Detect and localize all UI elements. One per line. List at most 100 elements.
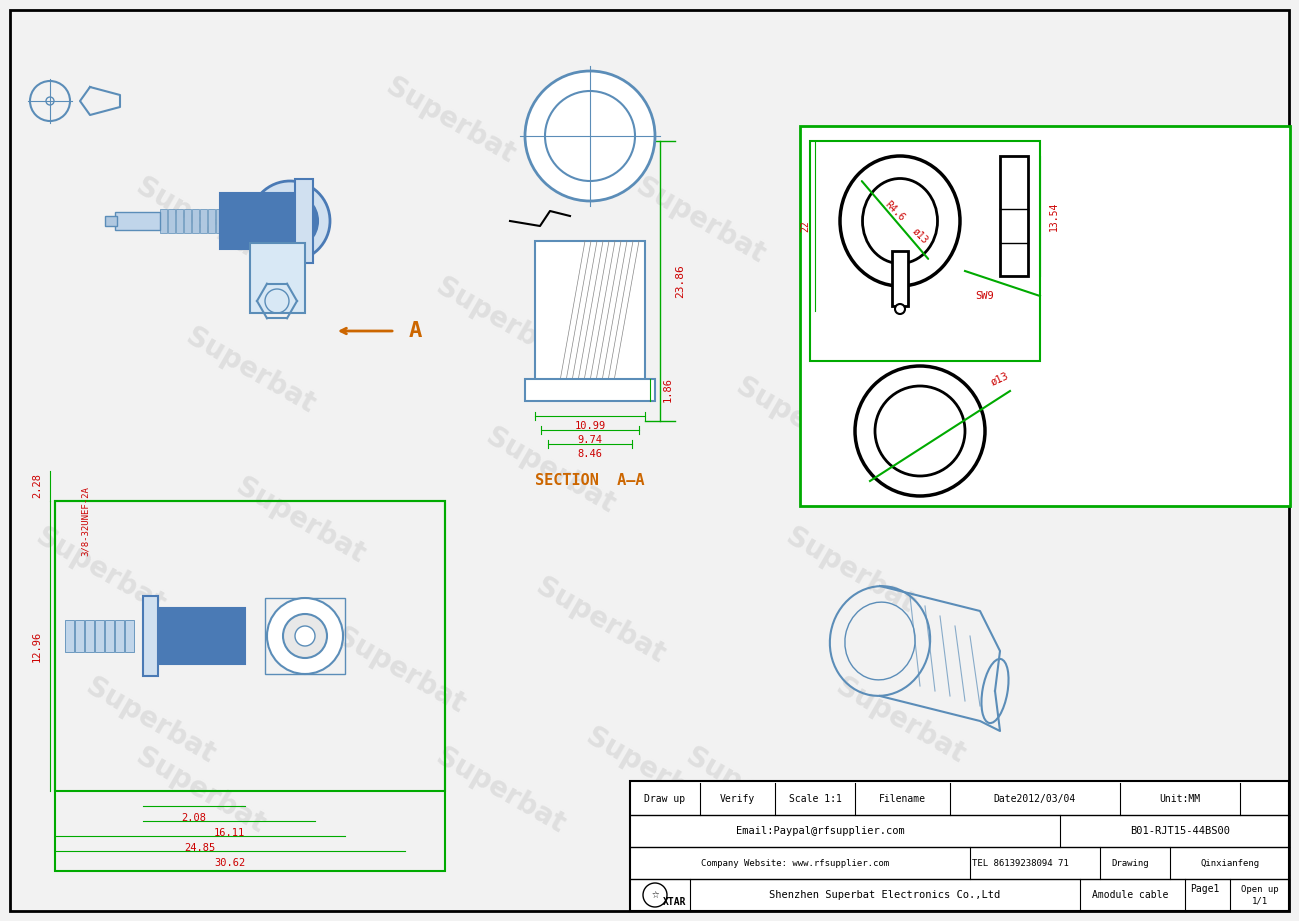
Bar bbox=[84, 620, 94, 652]
Bar bbox=[105, 216, 117, 226]
Text: SECTION  A—A: SECTION A—A bbox=[535, 473, 644, 488]
Bar bbox=[525, 379, 655, 401]
Text: 30.62: 30.62 bbox=[214, 858, 246, 868]
Circle shape bbox=[525, 71, 655, 201]
Text: 24.85: 24.85 bbox=[184, 843, 216, 853]
Text: 1/1: 1/1 bbox=[1252, 896, 1268, 905]
Text: TEL 86139238094 71: TEL 86139238094 71 bbox=[972, 858, 1068, 868]
Bar bbox=[175, 209, 183, 233]
Ellipse shape bbox=[863, 179, 938, 263]
Bar bbox=[55, 501, 446, 871]
Text: 12.96: 12.96 bbox=[32, 630, 42, 661]
Text: B01-RJT15-44BS00: B01-RJT15-44BS00 bbox=[1130, 826, 1230, 836]
Circle shape bbox=[876, 386, 965, 476]
Bar bbox=[143, 596, 158, 676]
Text: Superbat: Superbat bbox=[681, 743, 820, 839]
Bar bbox=[160, 209, 168, 233]
Bar bbox=[116, 620, 123, 652]
Text: 2.28: 2.28 bbox=[32, 473, 42, 498]
Bar bbox=[184, 209, 191, 233]
Text: Superbat: Superbat bbox=[330, 623, 469, 719]
Text: Superbat: Superbat bbox=[730, 373, 869, 469]
Text: Drawing: Drawing bbox=[1111, 858, 1148, 868]
Text: 9.74: 9.74 bbox=[578, 435, 603, 445]
Circle shape bbox=[283, 614, 327, 658]
Text: 2.08: 2.08 bbox=[182, 813, 207, 823]
Bar bbox=[249, 243, 305, 313]
Text: Superbat: Superbat bbox=[930, 273, 1069, 369]
Text: XTAR: XTAR bbox=[664, 897, 687, 907]
Bar bbox=[800, 126, 1290, 506]
Circle shape bbox=[295, 626, 314, 646]
Bar bbox=[200, 209, 207, 233]
Text: Company Website: www.rfsupplier.com: Company Website: www.rfsupplier.com bbox=[701, 858, 889, 868]
Bar bbox=[55, 501, 446, 791]
Bar bbox=[192, 209, 199, 233]
Text: Superbat: Superbat bbox=[430, 273, 569, 369]
Text: Superbat: Superbat bbox=[630, 173, 769, 269]
Bar bbox=[811, 141, 1040, 361]
Text: Shenzhen Superbat Electronics Co.,Ltd: Shenzhen Superbat Electronics Co.,Ltd bbox=[769, 890, 1000, 900]
Text: Superbat: Superbat bbox=[81, 673, 220, 769]
Text: Superbat: Superbat bbox=[781, 523, 920, 619]
Text: Superbat: Superbat bbox=[530, 573, 669, 670]
Text: SW9: SW9 bbox=[976, 291, 994, 301]
Bar bbox=[208, 209, 216, 233]
Bar bbox=[216, 209, 223, 233]
Text: 3/8-32UNEF-2A: 3/8-32UNEF-2A bbox=[81, 486, 90, 556]
Text: Date2012/03/04: Date2012/03/04 bbox=[994, 794, 1076, 804]
Bar bbox=[1000, 156, 1028, 276]
Circle shape bbox=[249, 181, 330, 261]
Text: 22: 22 bbox=[800, 220, 811, 232]
Text: Filename: Filename bbox=[878, 794, 925, 804]
Text: 23.86: 23.86 bbox=[675, 264, 685, 297]
Circle shape bbox=[895, 304, 905, 314]
Ellipse shape bbox=[840, 156, 960, 286]
Circle shape bbox=[268, 598, 343, 674]
Text: Verify: Verify bbox=[720, 794, 755, 804]
Bar bbox=[65, 620, 74, 652]
Text: Qinxianfeng: Qinxianfeng bbox=[1200, 858, 1260, 868]
Text: Open up: Open up bbox=[1241, 884, 1278, 893]
Text: Superbat: Superbat bbox=[31, 523, 169, 619]
Text: Draw up: Draw up bbox=[644, 794, 686, 804]
Bar bbox=[630, 781, 1289, 911]
Text: Superbat: Superbat bbox=[481, 423, 620, 519]
Bar bbox=[145, 608, 246, 664]
Text: Page1: Page1 bbox=[1190, 884, 1220, 894]
Text: Email:Paypal@rfsupplier.com: Email:Paypal@rfsupplier.com bbox=[735, 826, 904, 836]
Bar bbox=[105, 620, 114, 652]
Text: ø13: ø13 bbox=[990, 370, 1011, 388]
Text: Amodule cable: Amodule cable bbox=[1092, 890, 1168, 900]
Bar bbox=[95, 620, 104, 652]
Text: 8.46: 8.46 bbox=[578, 449, 603, 459]
Circle shape bbox=[262, 193, 318, 249]
Text: ø13: ø13 bbox=[911, 227, 930, 246]
Text: 1.86: 1.86 bbox=[662, 378, 673, 402]
Bar bbox=[295, 179, 313, 263]
Text: Superbat: Superbat bbox=[181, 323, 320, 419]
Bar bbox=[125, 620, 134, 652]
Circle shape bbox=[546, 91, 635, 181]
Bar bbox=[168, 209, 175, 233]
Text: 10.99: 10.99 bbox=[574, 421, 605, 431]
Text: Superbat: Superbat bbox=[131, 743, 269, 839]
Bar bbox=[116, 212, 160, 230]
Text: Superbat: Superbat bbox=[231, 472, 369, 569]
Text: Unit:MM: Unit:MM bbox=[1160, 794, 1200, 804]
Text: 16.11: 16.11 bbox=[213, 828, 244, 838]
Text: Superbat: Superbat bbox=[131, 173, 269, 269]
Circle shape bbox=[855, 366, 985, 496]
Text: A: A bbox=[408, 321, 422, 341]
Text: Scale 1:1: Scale 1:1 bbox=[788, 794, 842, 804]
Text: Superbat: Superbat bbox=[430, 743, 569, 839]
Bar bbox=[535, 241, 646, 381]
Bar bbox=[892, 251, 908, 306]
Bar bbox=[265, 598, 346, 674]
Text: Superbat: Superbat bbox=[581, 723, 720, 819]
Text: 13.54: 13.54 bbox=[1050, 202, 1059, 230]
Text: ☆: ☆ bbox=[651, 889, 659, 902]
Text: Superbat: Superbat bbox=[830, 673, 969, 769]
Text: Superbat: Superbat bbox=[881, 122, 1020, 219]
Bar bbox=[220, 193, 295, 249]
